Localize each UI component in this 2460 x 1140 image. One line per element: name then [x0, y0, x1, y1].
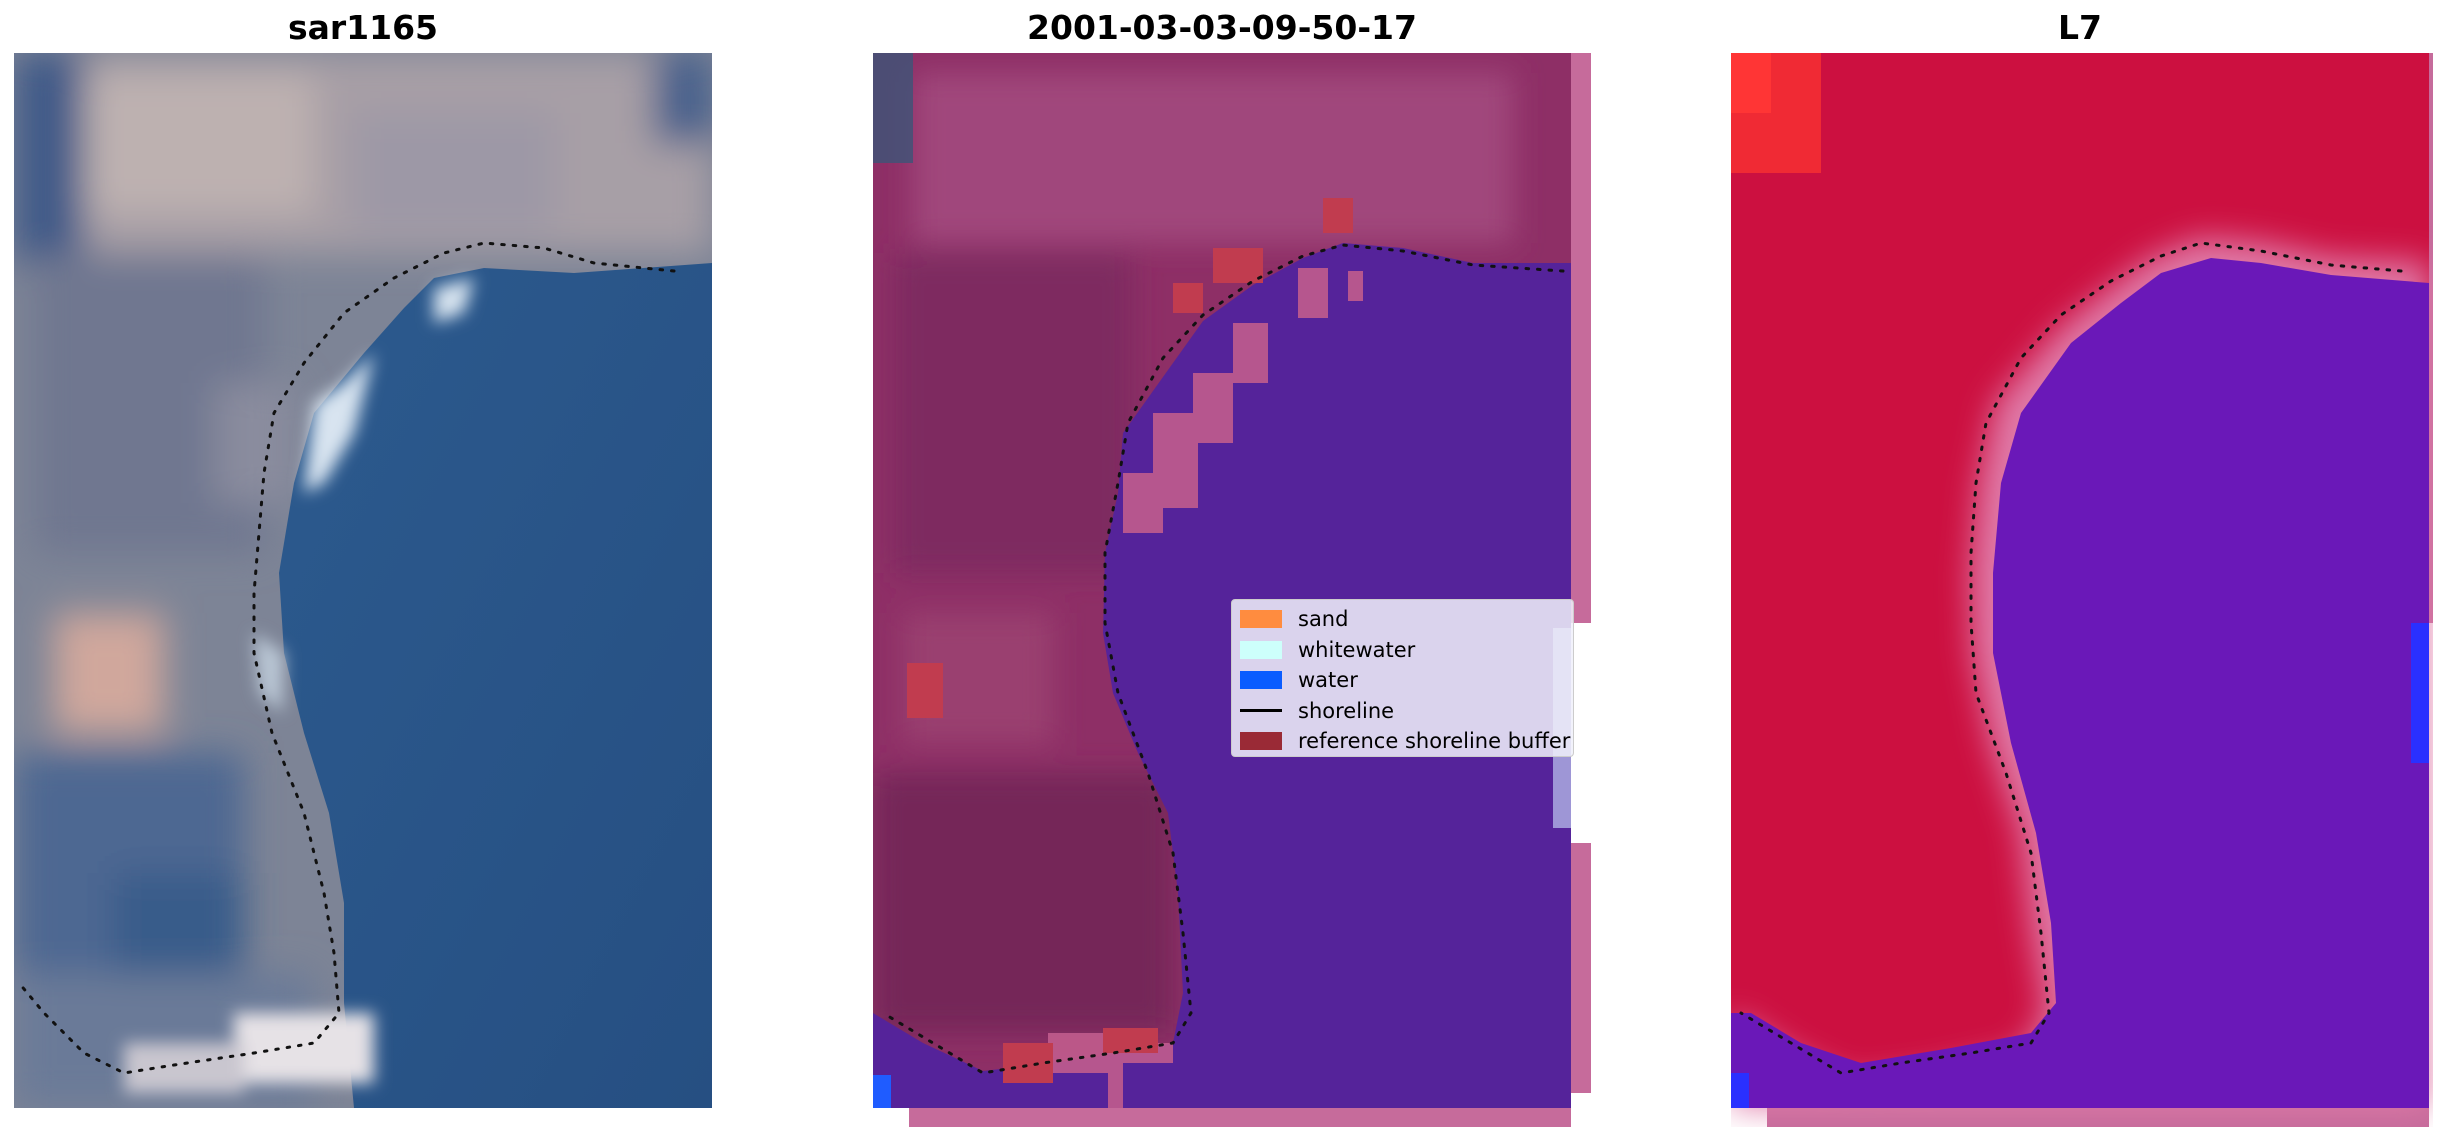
- classification-panel: [873, 53, 1591, 1127]
- panel-title-rgb: sar1165: [287, 8, 439, 47]
- legend-item-water: water: [1240, 665, 1565, 696]
- classification-shoreline: [881, 243, 1565, 1075]
- legend-swatch-buffer: [1240, 732, 1282, 751]
- legend-label-buffer: reference shoreline buffer: [1298, 729, 1571, 754]
- legend-item-whitewater: whitewater: [1240, 635, 1565, 666]
- index-panel: [1731, 53, 2433, 1127]
- legend-swatch-water: [1240, 671, 1282, 690]
- legend-label-water: water: [1298, 668, 1358, 693]
- legend-label-whitewater: whitewater: [1298, 637, 1416, 662]
- rgb-image: [14, 53, 712, 1108]
- legend-swatch-whitewater: [1240, 640, 1282, 659]
- rgb-image-panel: [14, 53, 712, 1108]
- legend-item-sand: sand: [1240, 604, 1565, 635]
- legend-label-sand: sand: [1298, 607, 1349, 632]
- legend-swatch-sand: [1240, 610, 1282, 629]
- legend-item-shoreline: shoreline: [1240, 696, 1565, 727]
- legend-swatch-shoreline: [1240, 709, 1282, 713]
- legend: sand whitewater water shoreline referenc…: [1231, 599, 1574, 757]
- panel-title-index: L7: [2058, 8, 2102, 47]
- legend-label-shoreline: shoreline: [1298, 698, 1395, 723]
- index-shoreline: [1739, 241, 2403, 1075]
- classification-image: [873, 53, 1591, 1127]
- panel-title-classification: 2001-03-03-09-50-17: [1027, 8, 1417, 47]
- legend-item-buffer: reference shoreline buffer: [1240, 726, 1570, 757]
- index-image: [1731, 53, 2433, 1127]
- rgb-shoreline: [17, 241, 676, 1075]
